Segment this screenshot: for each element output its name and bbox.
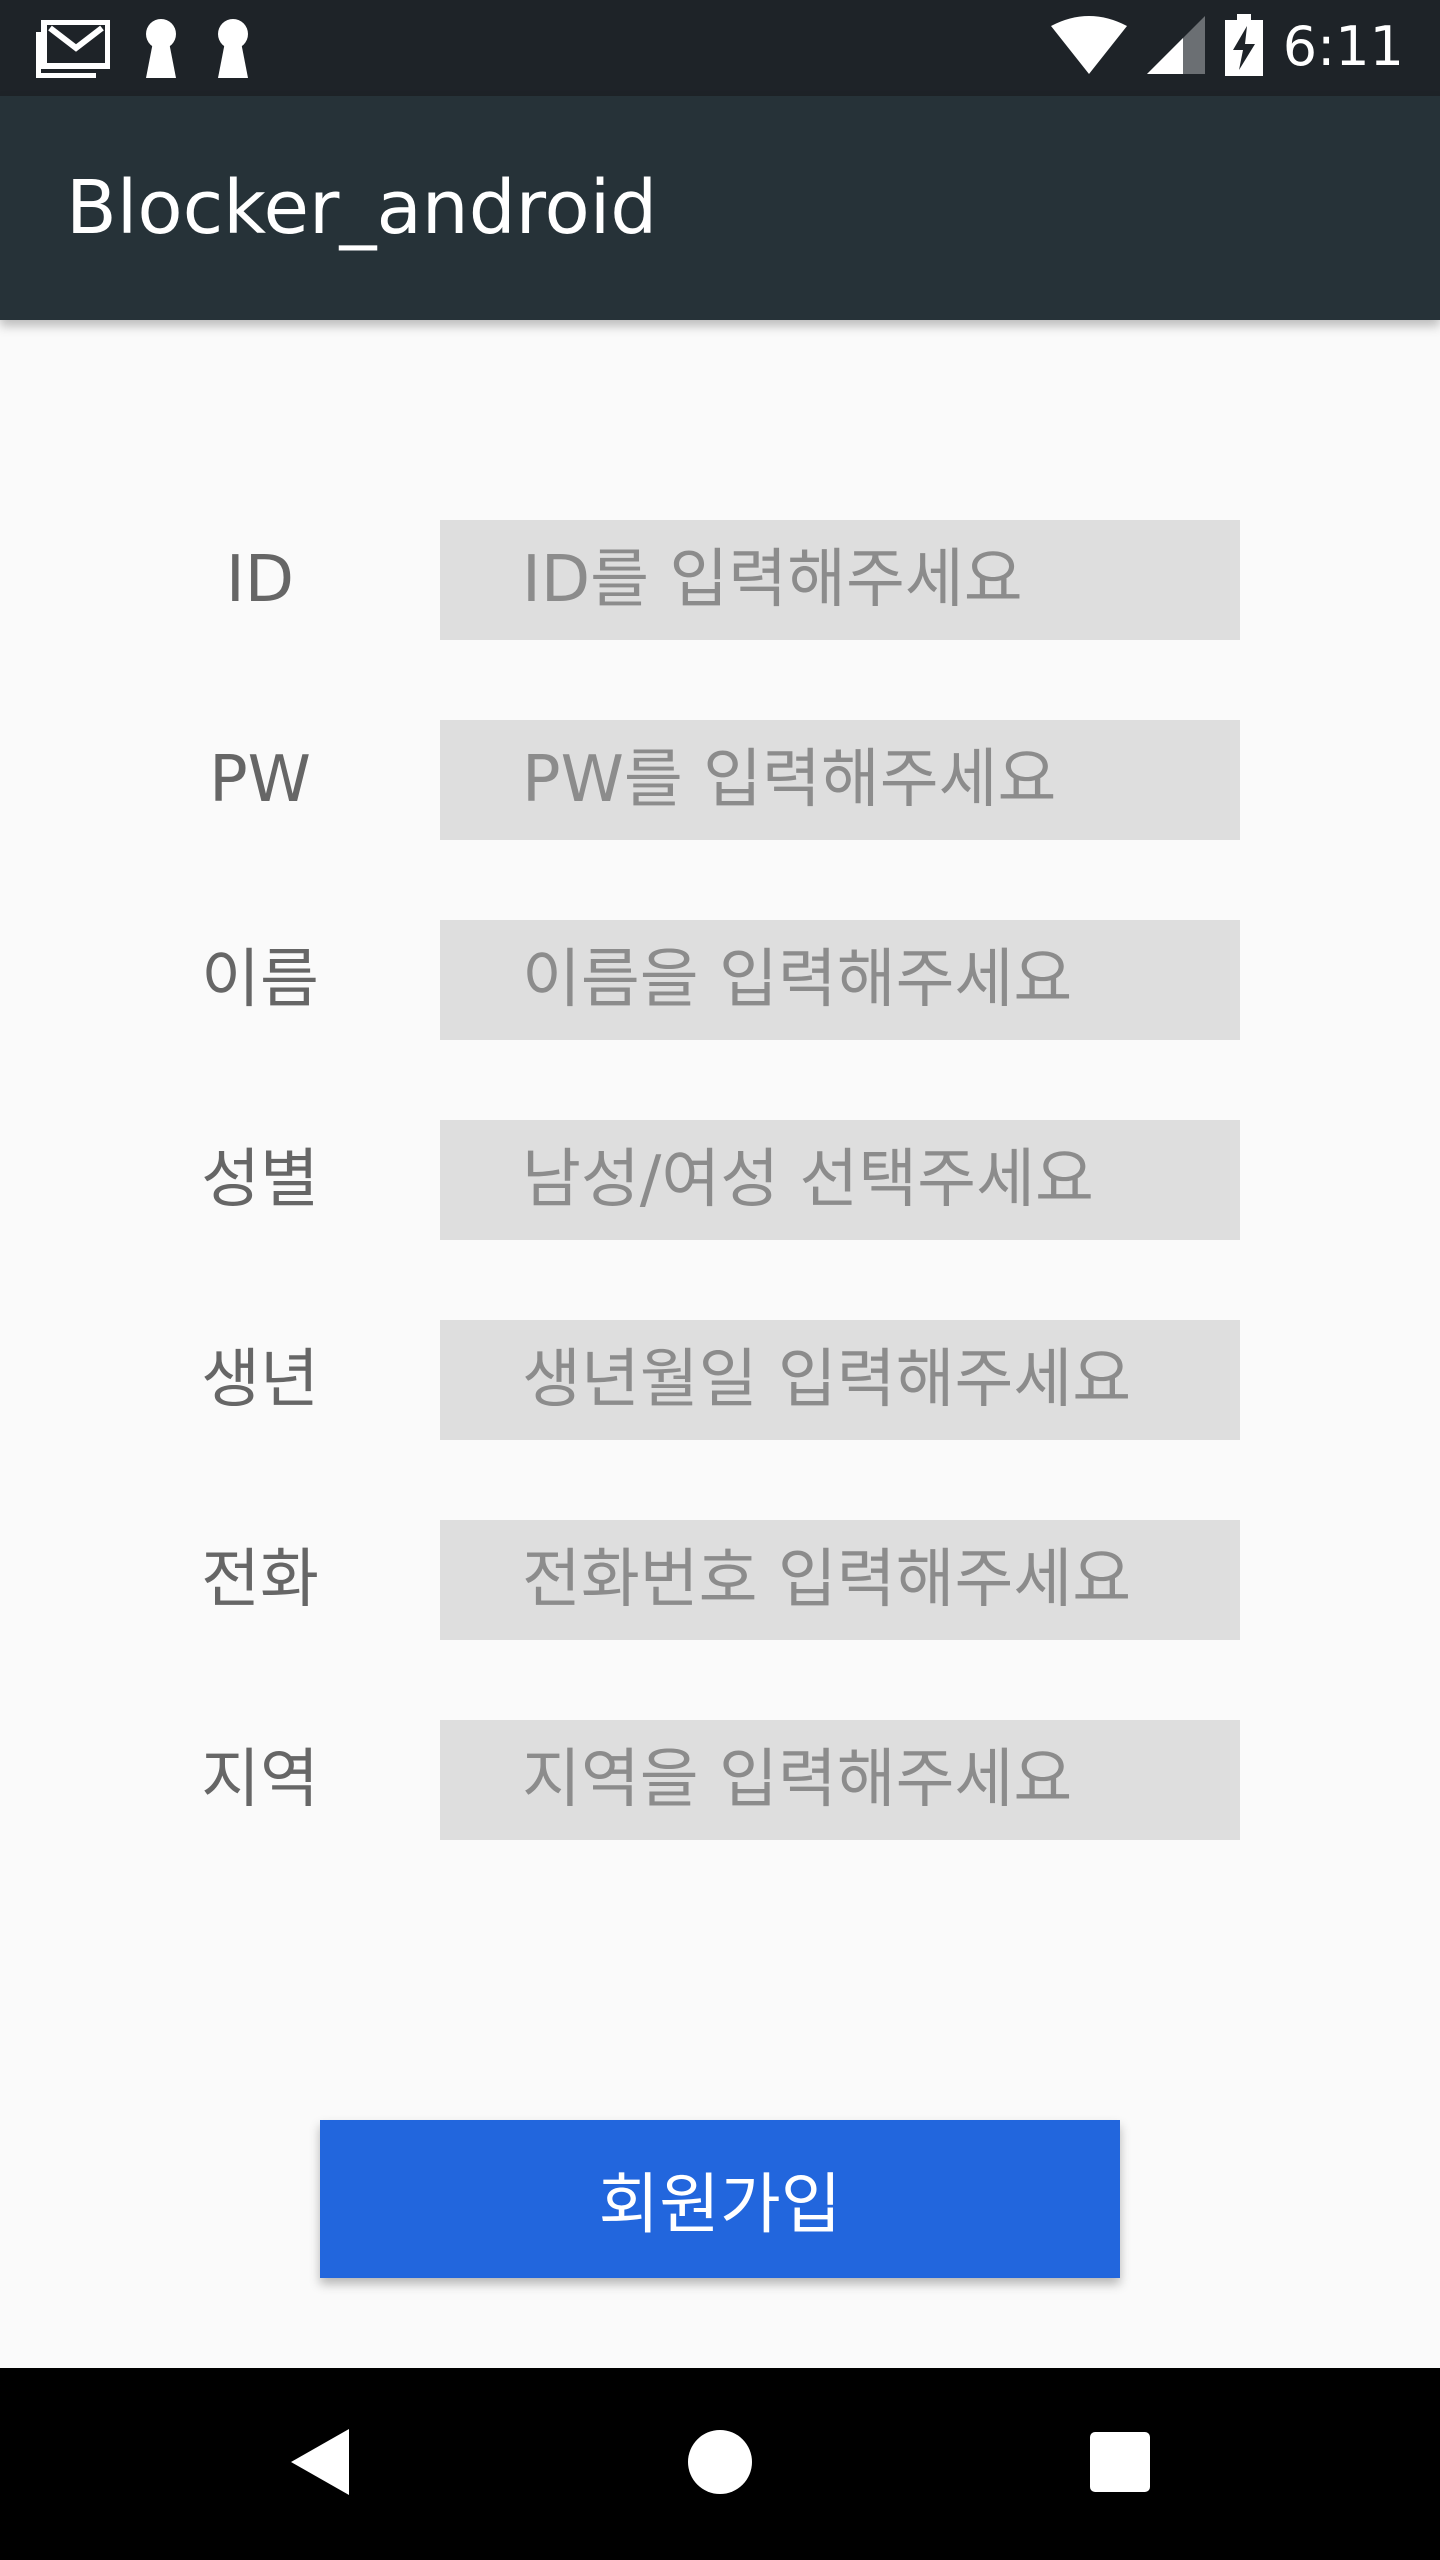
- phone-input[interactable]: [440, 1520, 1240, 1640]
- app-title: Blocker_android: [66, 165, 658, 251]
- name-label: 이름: [201, 943, 319, 1017]
- gender-label: 성별: [201, 1143, 319, 1217]
- wifi-icon: [1050, 16, 1127, 78]
- form-row-region: 지역: [0, 1720, 1440, 1840]
- app-bar: Blocker_android: [0, 96, 1440, 320]
- gmail-icon: [35, 19, 111, 82]
- phone-label: 전화: [201, 1543, 319, 1617]
- keyhole-icon: [212, 18, 254, 84]
- form-row-gender: 성별: [0, 1120, 1440, 1240]
- recents-icon: [1089, 2431, 1151, 2497]
- form-row-pw: PW: [0, 720, 1440, 840]
- back-button[interactable]: [264, 2408, 376, 2520]
- status-bar: 6:11: [0, 0, 1440, 96]
- status-left: [35, 18, 254, 84]
- home-button[interactable]: [664, 2408, 776, 2520]
- signup-button[interactable]: 회원가입: [320, 2120, 1120, 2278]
- nav-bar: [0, 2368, 1440, 2560]
- birth-label: 생년: [201, 1343, 319, 1417]
- back-icon: [287, 2427, 353, 2501]
- cell-signal-icon: [1146, 16, 1205, 78]
- birth-input[interactable]: [440, 1320, 1240, 1440]
- region-label: 지역: [201, 1743, 319, 1817]
- status-time: 6:11: [1282, 15, 1404, 78]
- pw-input[interactable]: [440, 720, 1240, 840]
- pw-label: PW: [209, 743, 311, 817]
- form-row-phone: 전화: [0, 1520, 1440, 1640]
- region-input[interactable]: [440, 1720, 1240, 1840]
- home-icon: [686, 2428, 754, 2500]
- battery-charging-icon: [1224, 14, 1263, 80]
- form-row-birth: 생년: [0, 1320, 1440, 1440]
- status-right: 6:11: [1050, 14, 1404, 80]
- keyhole-icon: [140, 18, 182, 84]
- name-input[interactable]: [440, 920, 1240, 1040]
- id-input[interactable]: [440, 520, 1240, 640]
- gender-input[interactable]: [440, 1120, 1240, 1240]
- id-label: ID: [225, 543, 295, 617]
- form-row-name: 이름: [0, 920, 1440, 1040]
- recents-button[interactable]: [1064, 2408, 1176, 2520]
- form-row-id: ID: [0, 520, 1440, 640]
